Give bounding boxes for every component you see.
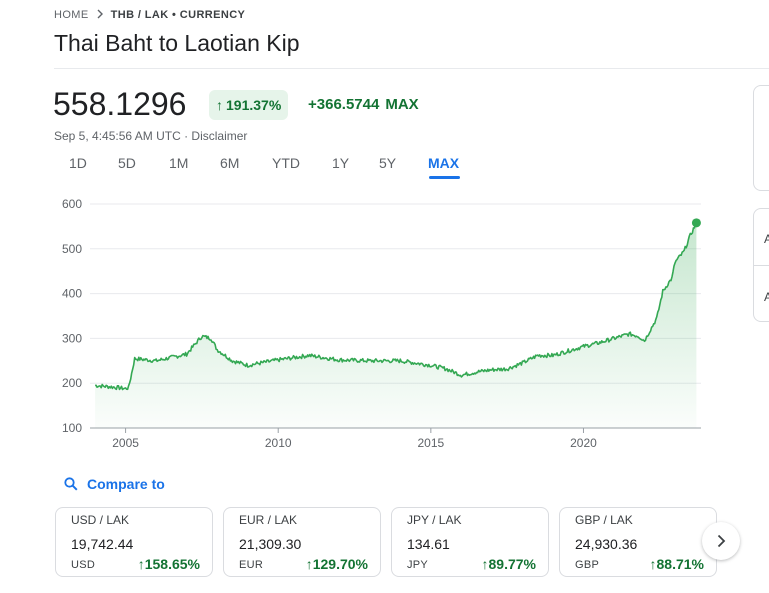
chevron-right-icon	[717, 534, 726, 548]
y-tick-label: 200	[62, 376, 82, 390]
change-period: MAX	[385, 96, 419, 113]
search-icon	[64, 477, 78, 491]
tab-ytd[interactable]: YTD	[272, 155, 300, 171]
chart-last-point	[691, 218, 701, 228]
card-code: GBP	[575, 559, 600, 571]
card-change-value: 158.65%	[144, 556, 200, 572]
arrow-up-icon: ↑	[649, 556, 657, 572]
arrow-up-icon: ↑	[216, 97, 223, 113]
percent-change-badge: ↑ 191.37%	[209, 90, 289, 120]
breadcrumb-home-link[interactable]: HOME	[54, 9, 89, 21]
tab-5y[interactable]: 5Y	[379, 155, 397, 171]
arrow-up-icon: ↑	[305, 556, 313, 572]
tab-5d[interactable]: 5D	[118, 155, 136, 171]
breadcrumb-current: THB / LAK • CURRENCY	[110, 9, 246, 21]
card-pair: JPY / LAK	[407, 513, 462, 527]
x-tick-label: 2010	[265, 436, 292, 450]
card-pair: EUR / LAK	[239, 513, 298, 527]
compare-card-eur[interactable]: EUR / LAK 21,309.30 EUR ↑129.70%	[223, 507, 381, 577]
absolute-change-value: +366.5744	[308, 96, 380, 113]
current-price: 558.1296	[53, 86, 187, 122]
arrow-up-icon: ↑	[481, 556, 489, 572]
card-pair: GBP / LAK	[575, 513, 633, 527]
page-title: Thai Baht to Laotian Kip	[54, 30, 300, 56]
y-tick-label: 600	[62, 197, 82, 211]
breadcrumb: HOME THB / LAK • CURRENCY	[54, 8, 245, 22]
x-tick-label: 2015	[417, 436, 444, 450]
card-change: ↑129.70%	[306, 556, 368, 572]
side-panel-item-1[interactable]: A	[764, 232, 769, 246]
card-code: JPY	[407, 559, 429, 571]
compare-card-jpy[interactable]: JPY / LAK 134.61 JPY ↑89.77%	[391, 507, 549, 577]
card-rate: 19,742.44	[71, 536, 134, 552]
chart-series-line	[94, 222, 698, 391]
chart-area-fill	[95, 222, 697, 428]
compare-card-gbp[interactable]: GBP / LAK 24,930.36 GBP ↑88.71%	[559, 507, 717, 577]
chevron-right-icon	[96, 8, 104, 22]
active-tab-indicator	[429, 176, 460, 179]
tab-1m[interactable]: 1M	[169, 155, 189, 171]
card-pair: USD / LAK	[71, 513, 130, 527]
card-change-value: 129.70%	[312, 556, 368, 572]
card-code: USD	[71, 559, 96, 571]
side-panel-divider	[753, 265, 769, 266]
card-change: ↑89.77%	[482, 556, 536, 572]
x-tick-label: 2005	[112, 436, 139, 450]
compare-to-label: Compare to	[87, 476, 165, 492]
divider	[54, 68, 769, 69]
card-rate: 21,309.30	[239, 536, 302, 552]
card-rate: 134.61	[407, 536, 450, 552]
x-tick-label: 2020	[570, 436, 597, 450]
arrow-up-icon: ↑	[137, 556, 145, 572]
compare-card-usd[interactable]: USD / LAK 19,742.44 USD ↑158.65%	[55, 507, 213, 577]
absolute-change: +366.5744 MAX	[308, 96, 419, 113]
card-rate: 24,930.36	[575, 536, 638, 552]
percent-change-value: 191.37%	[226, 97, 282, 113]
y-tick-label: 500	[62, 242, 82, 256]
timestamp: Sep 5, 4:45:56 AM UTC · Disclaimer	[54, 129, 248, 143]
y-tick-label: 400	[62, 287, 82, 301]
tab-max[interactable]: MAX	[428, 155, 460, 171]
side-panel-item-2[interactable]: A	[764, 290, 769, 304]
y-tick-label: 300	[62, 331, 82, 345]
tab-1d[interactable]: 1D	[69, 155, 87, 171]
card-change: ↑88.71%	[650, 556, 704, 572]
compare-to-button[interactable]: Compare to	[64, 476, 165, 492]
card-code: EUR	[239, 559, 264, 571]
tab-6m[interactable]: 6M	[220, 155, 240, 171]
y-tick-label: 100	[62, 421, 82, 435]
tab-1y[interactable]: 1Y	[332, 155, 350, 171]
price-chart[interactable]: 600 500 400 300 200 100 2005 2010 2015 2020	[0, 192, 720, 457]
card-change-value: 88.71%	[656, 556, 704, 572]
next-cards-button[interactable]	[702, 522, 740, 560]
card-change-value: 89.77%	[488, 556, 536, 572]
card-change: ↑158.65%	[138, 556, 200, 572]
side-panel-top	[753, 85, 769, 191]
